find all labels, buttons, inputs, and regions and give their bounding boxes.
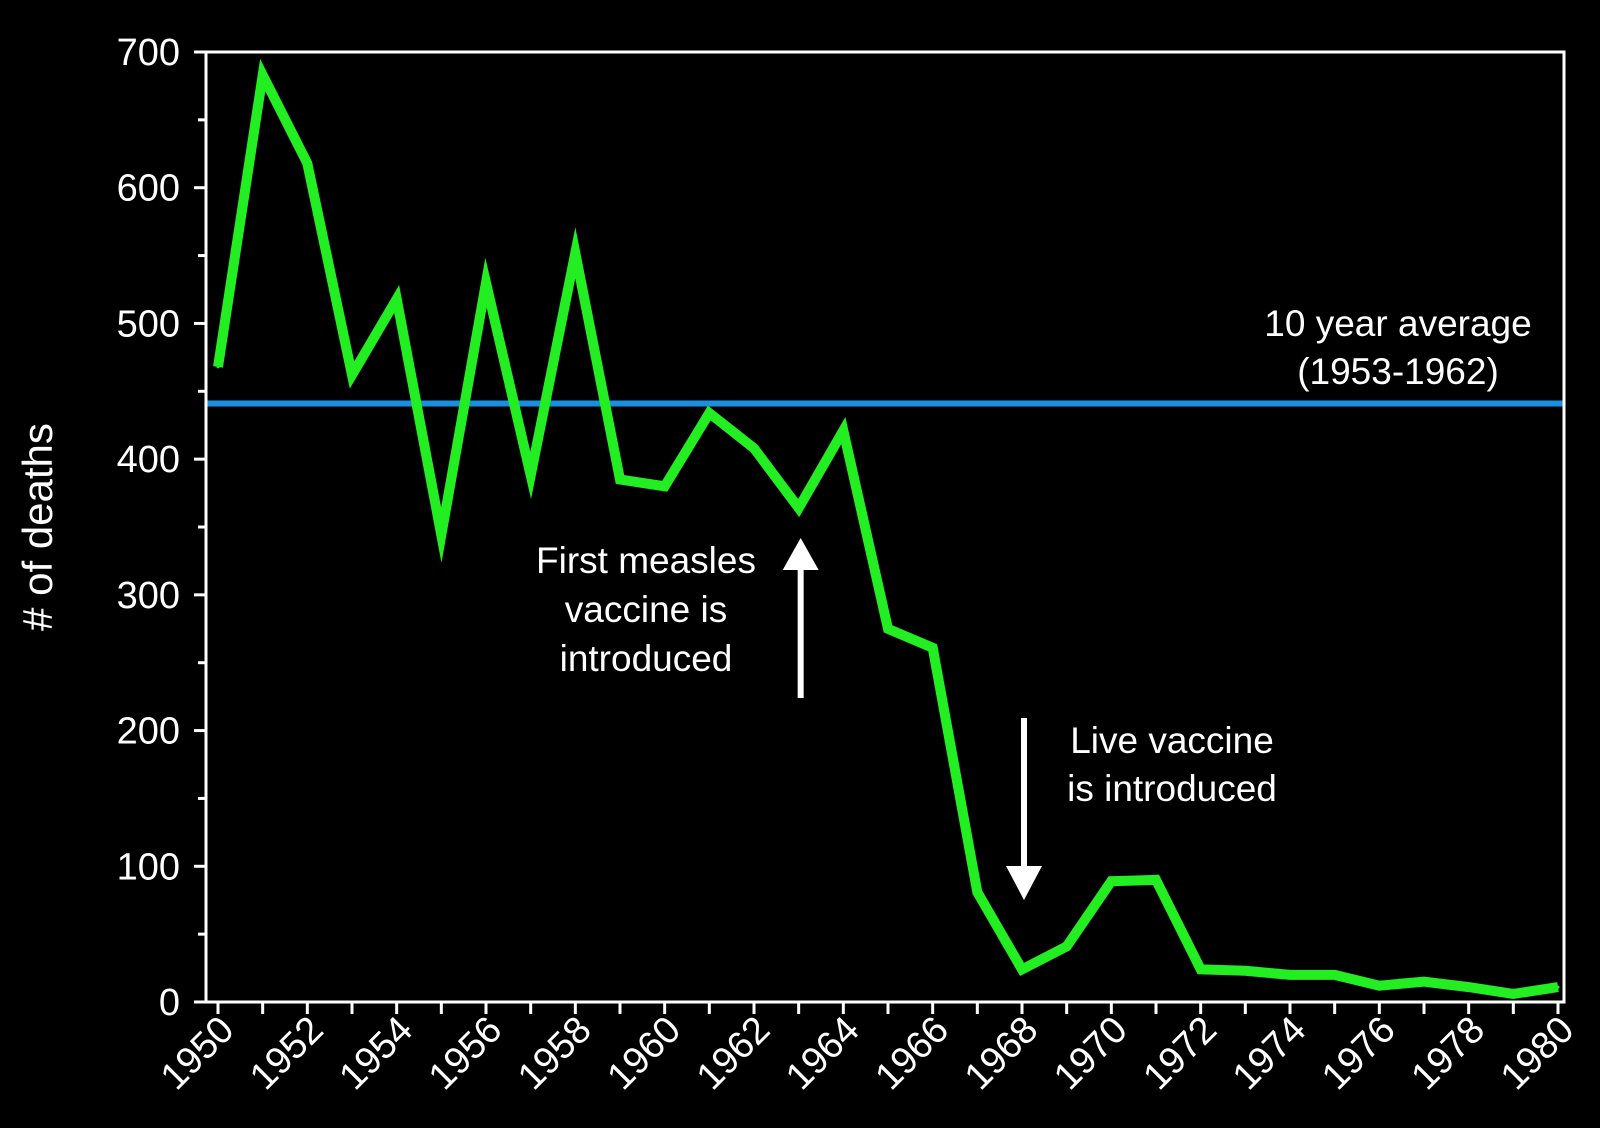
data-point [752, 446, 756, 450]
data-point [1377, 984, 1381, 988]
reference-line-label: (1953-1962) [1297, 351, 1499, 392]
data-point [261, 73, 265, 77]
y-tick-label: 500 [117, 303, 180, 345]
y-tick-label: 600 [117, 168, 180, 210]
data-point [707, 411, 711, 415]
data-point [1467, 985, 1471, 989]
data-point [1422, 980, 1426, 984]
live-vaccine-label: is introduced [1067, 768, 1277, 809]
data-point [797, 506, 801, 510]
y-axis-ticks: 0 100 200 300 400 500 600 700 [117, 32, 206, 1024]
data-point [350, 373, 354, 377]
y-tick-label: 300 [117, 575, 180, 617]
live-vaccine-label: Live vaccine [1070, 720, 1274, 761]
data-point [1333, 973, 1337, 977]
data-point [529, 473, 533, 477]
data-point [1154, 878, 1158, 882]
data-point [841, 429, 845, 433]
up-arrow-head [782, 538, 819, 570]
data-point [1199, 967, 1203, 971]
y-tick-label: 0 [159, 982, 180, 1024]
data-point [1556, 985, 1560, 989]
data-point [484, 281, 488, 285]
data-point [618, 478, 622, 481]
data-point [1020, 967, 1024, 971]
data-point [663, 484, 667, 488]
y-axis-title: # of deaths [14, 423, 61, 631]
y-tick-label: 400 [117, 439, 180, 481]
series-group [213, 58, 1560, 999]
data-point [216, 365, 220, 369]
first-vaccine-label: First measles [536, 540, 756, 581]
average-reference-line-group: 10 year average (1953-1962) [206, 303, 1564, 407]
data-point [395, 297, 399, 301]
data-point [1243, 969, 1247, 973]
down-arrow-head [1006, 866, 1042, 900]
data-point [573, 251, 577, 255]
first-vaccine-label: introduced [560, 638, 733, 679]
data-point [886, 627, 890, 631]
data-point [305, 161, 309, 165]
data-point [439, 533, 443, 537]
y-tick-label: 700 [117, 32, 180, 74]
data-point [975, 890, 979, 894]
data-point [1109, 879, 1113, 883]
data-point [1288, 973, 1292, 977]
reference-line-label: 10 year average [1264, 303, 1531, 344]
annotation-group: First measles vaccine is introduced Live va… [536, 538, 1277, 900]
first-vaccine-label: vaccine is [565, 589, 727, 630]
data-point [1065, 944, 1069, 948]
plot-area-frame [204, 50, 1566, 1004]
data-point [931, 646, 935, 650]
y-tick-label: 200 [117, 711, 180, 753]
y-tick-label: 100 [117, 846, 180, 888]
data-point [1511, 992, 1515, 996]
